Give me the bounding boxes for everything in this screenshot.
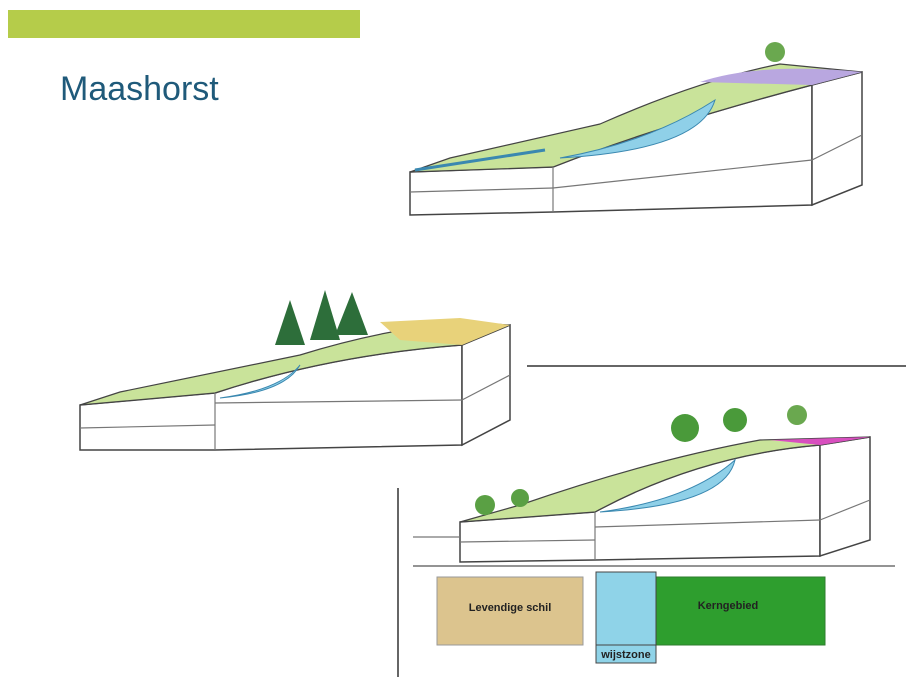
block-diagram-1 — [410, 42, 862, 215]
zone-label: Kerngebied — [698, 600, 759, 612]
zone-label: wijstzone — [600, 649, 651, 661]
block-diagram-2 — [80, 290, 510, 450]
zone-box — [596, 572, 656, 655]
accent-bar — [8, 10, 360, 38]
slide-title: Maashorst — [60, 70, 219, 108]
zone-label: Levendige schil — [469, 602, 552, 614]
slide: Maashorst — [0, 0, 906, 677]
zone-legend: Levendige schil Kerngebied wijstzone — [437, 572, 825, 663]
